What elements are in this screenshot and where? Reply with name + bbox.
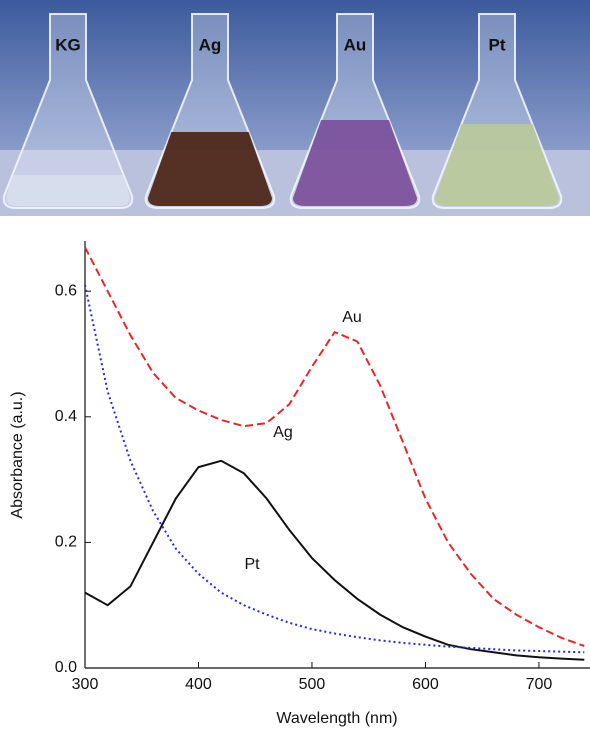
y-tick-label: 0.2: [55, 534, 77, 551]
flask-label: Ag: [199, 35, 222, 54]
series-label: Ag: [273, 424, 293, 441]
x-tick-label: 700: [526, 676, 553, 693]
series-line: [85, 285, 584, 652]
figure: KG Ag Au Pt Absorbance (a.u.) Wavelength (n…: [0, 0, 590, 733]
x-tick-label: 600: [412, 676, 439, 693]
flask-label: Pt: [489, 35, 506, 54]
x-tick-label: 300: [72, 676, 99, 693]
flask-liquid: [6, 175, 130, 206]
x-tick-label: 400: [185, 676, 212, 693]
y-axis-label: Absorbance (a.u.): [9, 391, 26, 518]
series-line: [85, 247, 584, 646]
y-tick-label: 0.4: [55, 408, 77, 425]
flask-label: Au: [344, 35, 367, 54]
x-tick-label: 500: [299, 676, 326, 693]
y-tick-label: 0.6: [55, 282, 77, 299]
x-axis-label: Wavelength (nm): [276, 710, 397, 727]
y-tick-label: 0.0: [55, 659, 77, 676]
series-label: Pt: [244, 556, 260, 573]
series-label: Au: [342, 309, 362, 326]
series-line: [85, 461, 584, 660]
flask-label: KG: [55, 35, 81, 54]
